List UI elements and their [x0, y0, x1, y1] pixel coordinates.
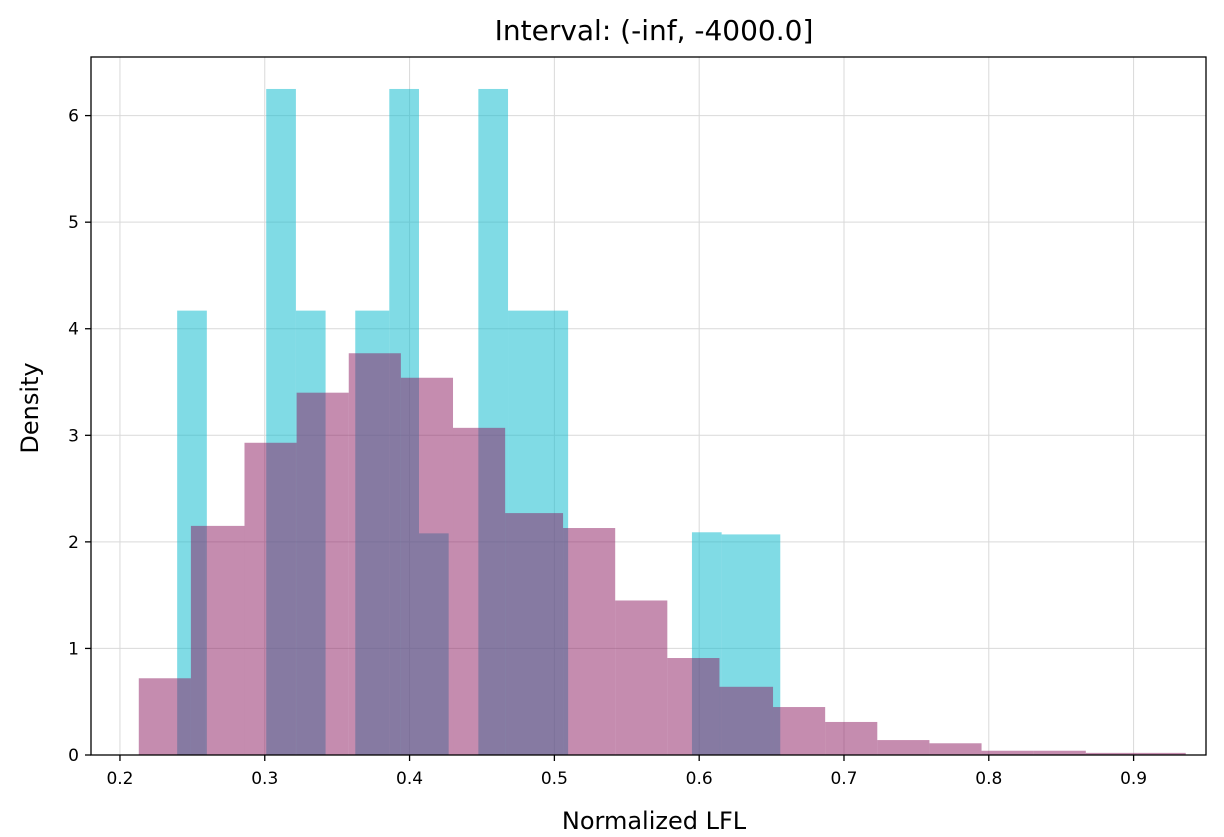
x-tick-label-0: 0.2	[106, 769, 133, 789]
y-tick-label-0: 0	[68, 746, 79, 766]
axes: 0.2 0.3 0.4 0.5 0.6 0.7 0.8 0.9 0 1 2 3 4 5 6	[68, 56, 1207, 789]
histogram-bar-s1-14	[825, 721, 878, 755]
y-tick-label-2: 2	[68, 533, 79, 553]
x-tick-label-5: 0.7	[830, 769, 857, 789]
histogram-bar-s1-4	[296, 392, 349, 755]
histogram-bar-s1-6	[400, 377, 454, 755]
histogram-bar-s1-13	[773, 707, 826, 755]
histogram-bar-s1-0	[138, 678, 191, 755]
histogram-bar-s1-9	[563, 528, 616, 755]
histogram-bar-s1-3	[244, 442, 297, 755]
x-axis-label: Normalized LFL	[562, 807, 747, 835]
x-tick-label-6: 0.8	[975, 769, 1002, 789]
histogram-bar-s1-17	[981, 750, 1034, 755]
histogram-bar-s1-8	[505, 513, 564, 755]
histogram-bar-s1-1	[190, 525, 206, 755]
plot-frame	[90, 56, 1207, 756]
x-tick-label-7: 0.9	[1120, 769, 1147, 789]
y-tick-label-6: 6	[68, 107, 79, 127]
chart-title: Interval: (-inf, -4000.0]	[495, 14, 814, 47]
histogram-bar-s1-16	[929, 743, 982, 755]
histogram-bar-s1-15	[877, 740, 930, 755]
histogram-bar-s1-10	[615, 600, 668, 755]
y-tick-label-4: 4	[68, 320, 79, 340]
histogram-bar-s1-7	[453, 427, 506, 755]
histogram-bar-s1-5	[348, 353, 401, 755]
histogram-bar-s1-2	[205, 525, 245, 755]
histogram-bar-s1-11	[667, 658, 720, 755]
x-tick-label-1: 0.3	[251, 769, 278, 789]
y-tick-label-1: 1	[68, 639, 79, 659]
y-tick-label-5: 5	[68, 213, 79, 233]
histogram-bar-s1-19	[1085, 752, 1138, 755]
x-tick-label-2: 0.4	[396, 769, 423, 789]
x-tick-label-3: 0.5	[541, 769, 568, 789]
histogram-bar-s1-18	[1033, 750, 1086, 755]
histogram-bar-s1-20	[1137, 752, 1186, 755]
histogram-bar-s1-12	[719, 686, 774, 755]
histogram-bars	[138, 88, 1186, 755]
y-axis-label: Density	[16, 362, 44, 453]
y-tick-label-3: 3	[68, 426, 79, 446]
x-tick-label-4: 0.6	[686, 769, 713, 789]
